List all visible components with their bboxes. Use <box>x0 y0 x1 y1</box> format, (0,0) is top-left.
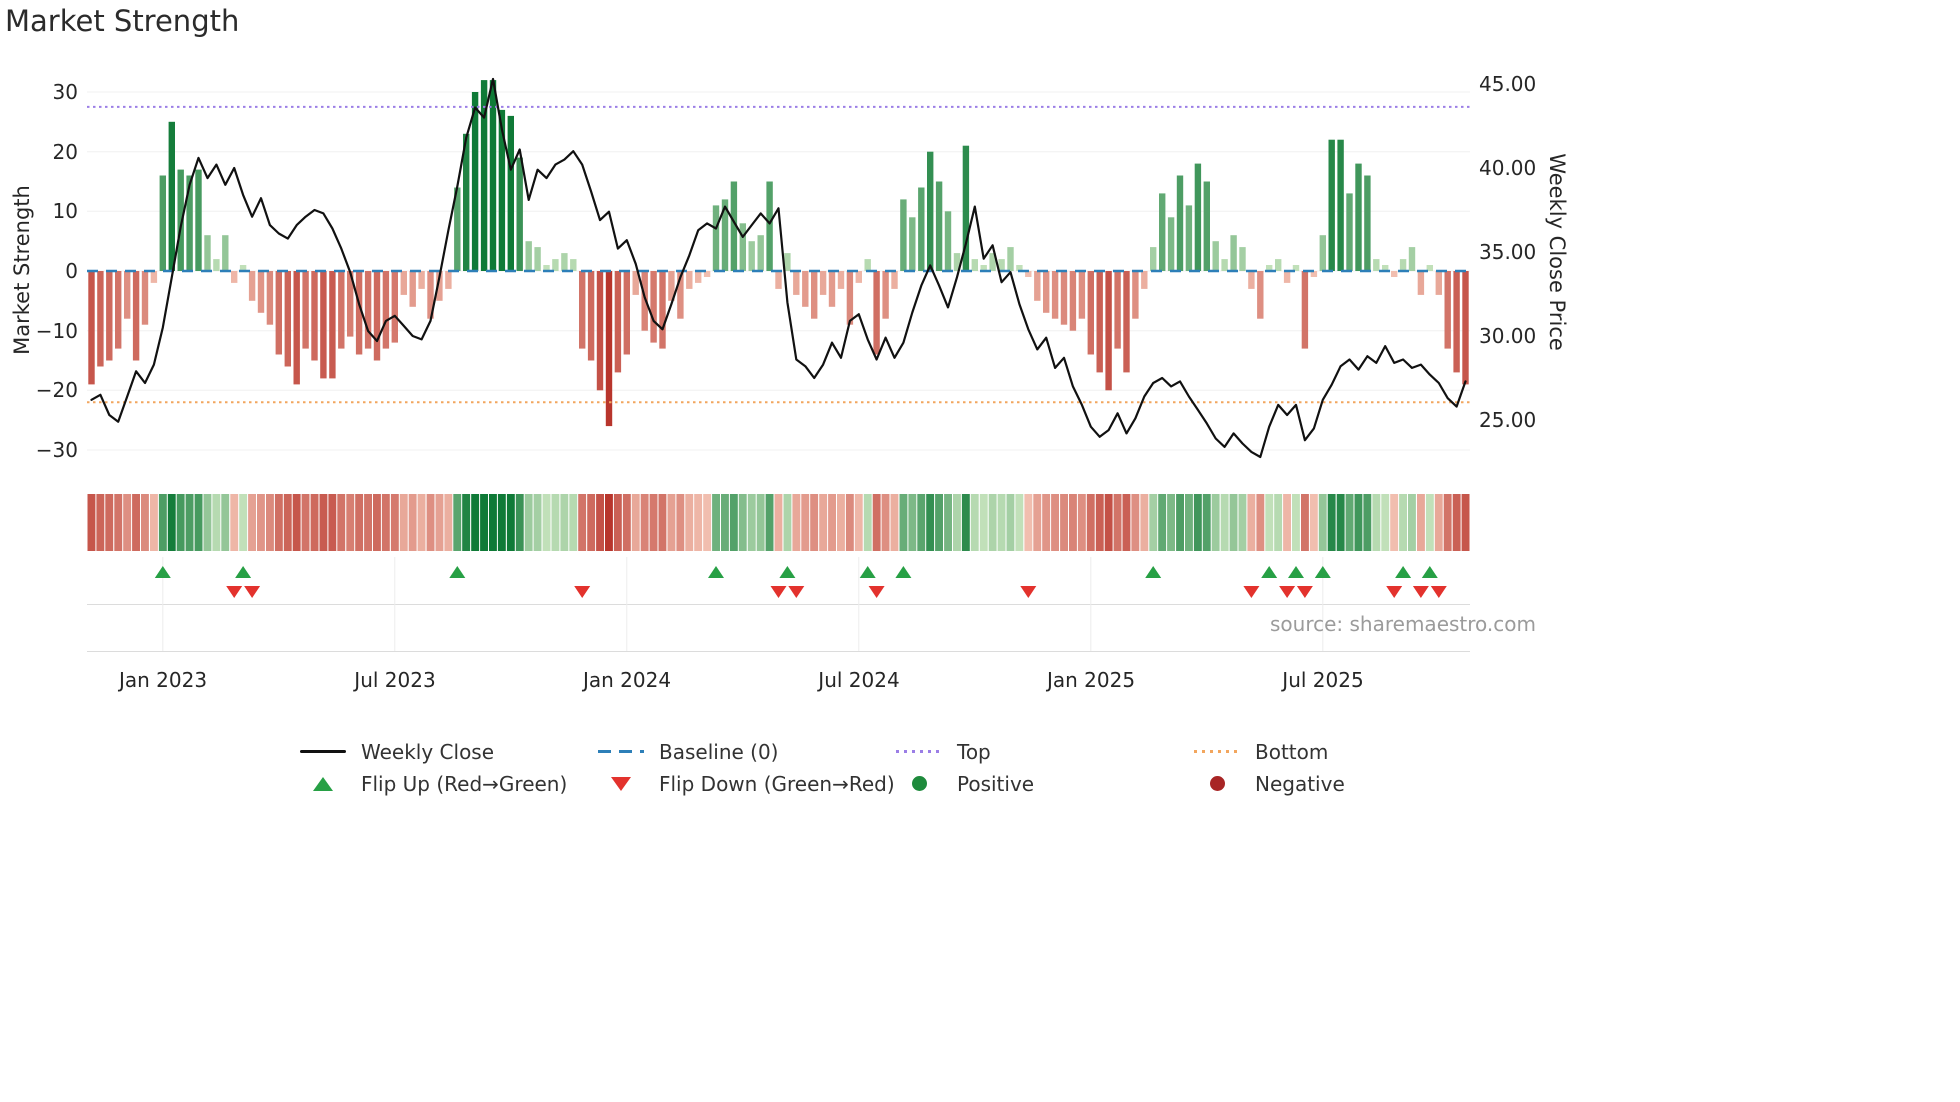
y-right-tick-35: 35.00 <box>1479 240 1537 264</box>
negative-circle-icon <box>1209 776 1225 791</box>
flip-down-triangle-icon <box>611 776 631 791</box>
x-tick-jan-2025: Jan 2025 <box>1046 668 1136 692</box>
positive-swatch-box <box>896 776 942 791</box>
flip-down-swatch-box <box>598 776 644 791</box>
legend-item-top: Top <box>896 736 1194 767</box>
chart-legend: Weekly Close Baseline (0) Top Bottom Fli… <box>300 736 1492 799</box>
y-right-tick-30: 30.00 <box>1479 324 1537 348</box>
top-swatch-box <box>896 750 942 753</box>
legend-item-bottom: Bottom <box>1194 736 1492 767</box>
y-left-tick-20: 20 <box>52 140 78 164</box>
y-left-tick-30: 30 <box>52 80 78 104</box>
flip-up-markers <box>154 566 1438 578</box>
weekly-close-swatch-box <box>300 750 346 753</box>
x-tick-jul-2025: Jul 2025 <box>1282 668 1364 692</box>
legend-label-top: Top <box>957 739 991 764</box>
x-tick-jan-2024: Jan 2024 <box>582 668 672 692</box>
legend-item-weekly-close: Weekly Close <box>300 736 598 767</box>
y-right-tick-40: 40.00 <box>1479 156 1537 180</box>
flip-down-markers <box>226 586 1447 598</box>
y-right-tick-45: 45.00 <box>1479 72 1537 96</box>
flip-up-triangle-icon <box>313 776 333 791</box>
x-tick-jul-2024: Jul 2024 <box>818 668 900 692</box>
x-tick-jan-2023: Jan 2023 <box>118 668 208 692</box>
y-left-tick-10: 10 <box>52 199 78 223</box>
legend-item-baseline: Baseline (0) <box>598 736 896 767</box>
legend-item-negative: Negative <box>1194 768 1492 799</box>
y-left-tick-n20: −20 <box>35 378 78 402</box>
legend-label-weekly-close: Weekly Close <box>361 739 495 764</box>
baseline-swatch-box <box>598 750 644 753</box>
top-dotted-line-icon <box>896 750 942 753</box>
legend-label-negative: Negative <box>1255 771 1345 796</box>
x-tick-jul-2023: Jul 2023 <box>354 668 436 692</box>
weekly-close-line-icon <box>300 750 346 753</box>
baseline-dashed-line-icon <box>598 750 644 753</box>
y-right-tick-25: 25.00 <box>1479 408 1537 432</box>
y-left-tick-n10: −10 <box>35 319 78 343</box>
bottom-swatch-box <box>1194 750 1240 753</box>
negative-swatch-box <box>1194 776 1240 791</box>
y-left-tick-n30: −30 <box>35 438 78 462</box>
strength-heatmap-strip <box>87 494 1470 551</box>
y-left-tick-0: 0 <box>65 259 78 283</box>
source-attribution: source: sharemaestro.com <box>1270 612 1536 636</box>
legend-item-flip-down: Flip Down (Green→Red) <box>598 768 896 799</box>
legend-label-baseline: Baseline (0) <box>659 739 779 764</box>
legend-item-flip-up: Flip Up (Red→Green) <box>300 768 598 799</box>
y-axis-label-left: Market Strength <box>10 185 34 355</box>
legend-label-flip-up: Flip Up (Red→Green) <box>361 771 568 796</box>
legend-label-bottom: Bottom <box>1255 739 1329 764</box>
positive-circle-icon <box>911 776 927 791</box>
legend-item-positive: Positive <box>896 768 1194 799</box>
y-axis-label-right: Weekly Close Price <box>1545 153 1569 351</box>
chart-title: Market Strength <box>5 4 240 38</box>
bottom-dotted-line-icon <box>1194 750 1240 753</box>
marker-panel-lines <box>87 557 1470 652</box>
weekly-close-line <box>90 77 1467 459</box>
legend-label-positive: Positive <box>957 771 1035 796</box>
flip-up-swatch-box <box>300 776 346 791</box>
legend-label-flip-down: Flip Down (Green→Red) <box>659 771 895 796</box>
strength-bars <box>88 80 1469 427</box>
